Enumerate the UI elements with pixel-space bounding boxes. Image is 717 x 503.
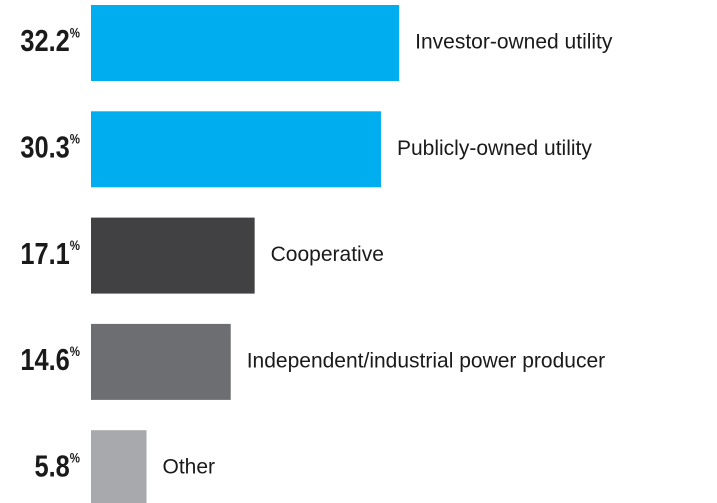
value-label: 17.1%: [20, 236, 80, 271]
category-label: Cooperative: [271, 243, 384, 266]
category-label: Investor-owned utility: [415, 31, 613, 54]
bar: [91, 430, 147, 503]
category-label: Other: [163, 456, 216, 479]
value-label: 32.2%: [20, 24, 80, 59]
value-label: 5.8%: [34, 449, 80, 484]
value-label: 14.6%: [20, 343, 80, 378]
bar: [91, 111, 381, 188]
category-label: Publicly-owned utility: [397, 137, 592, 160]
bar: [91, 5, 400, 81]
category-label: Independent/industrial power producer: [247, 349, 605, 372]
value-label: 30.3%: [20, 130, 80, 165]
bar: [91, 217, 255, 294]
bar: [91, 323, 231, 400]
